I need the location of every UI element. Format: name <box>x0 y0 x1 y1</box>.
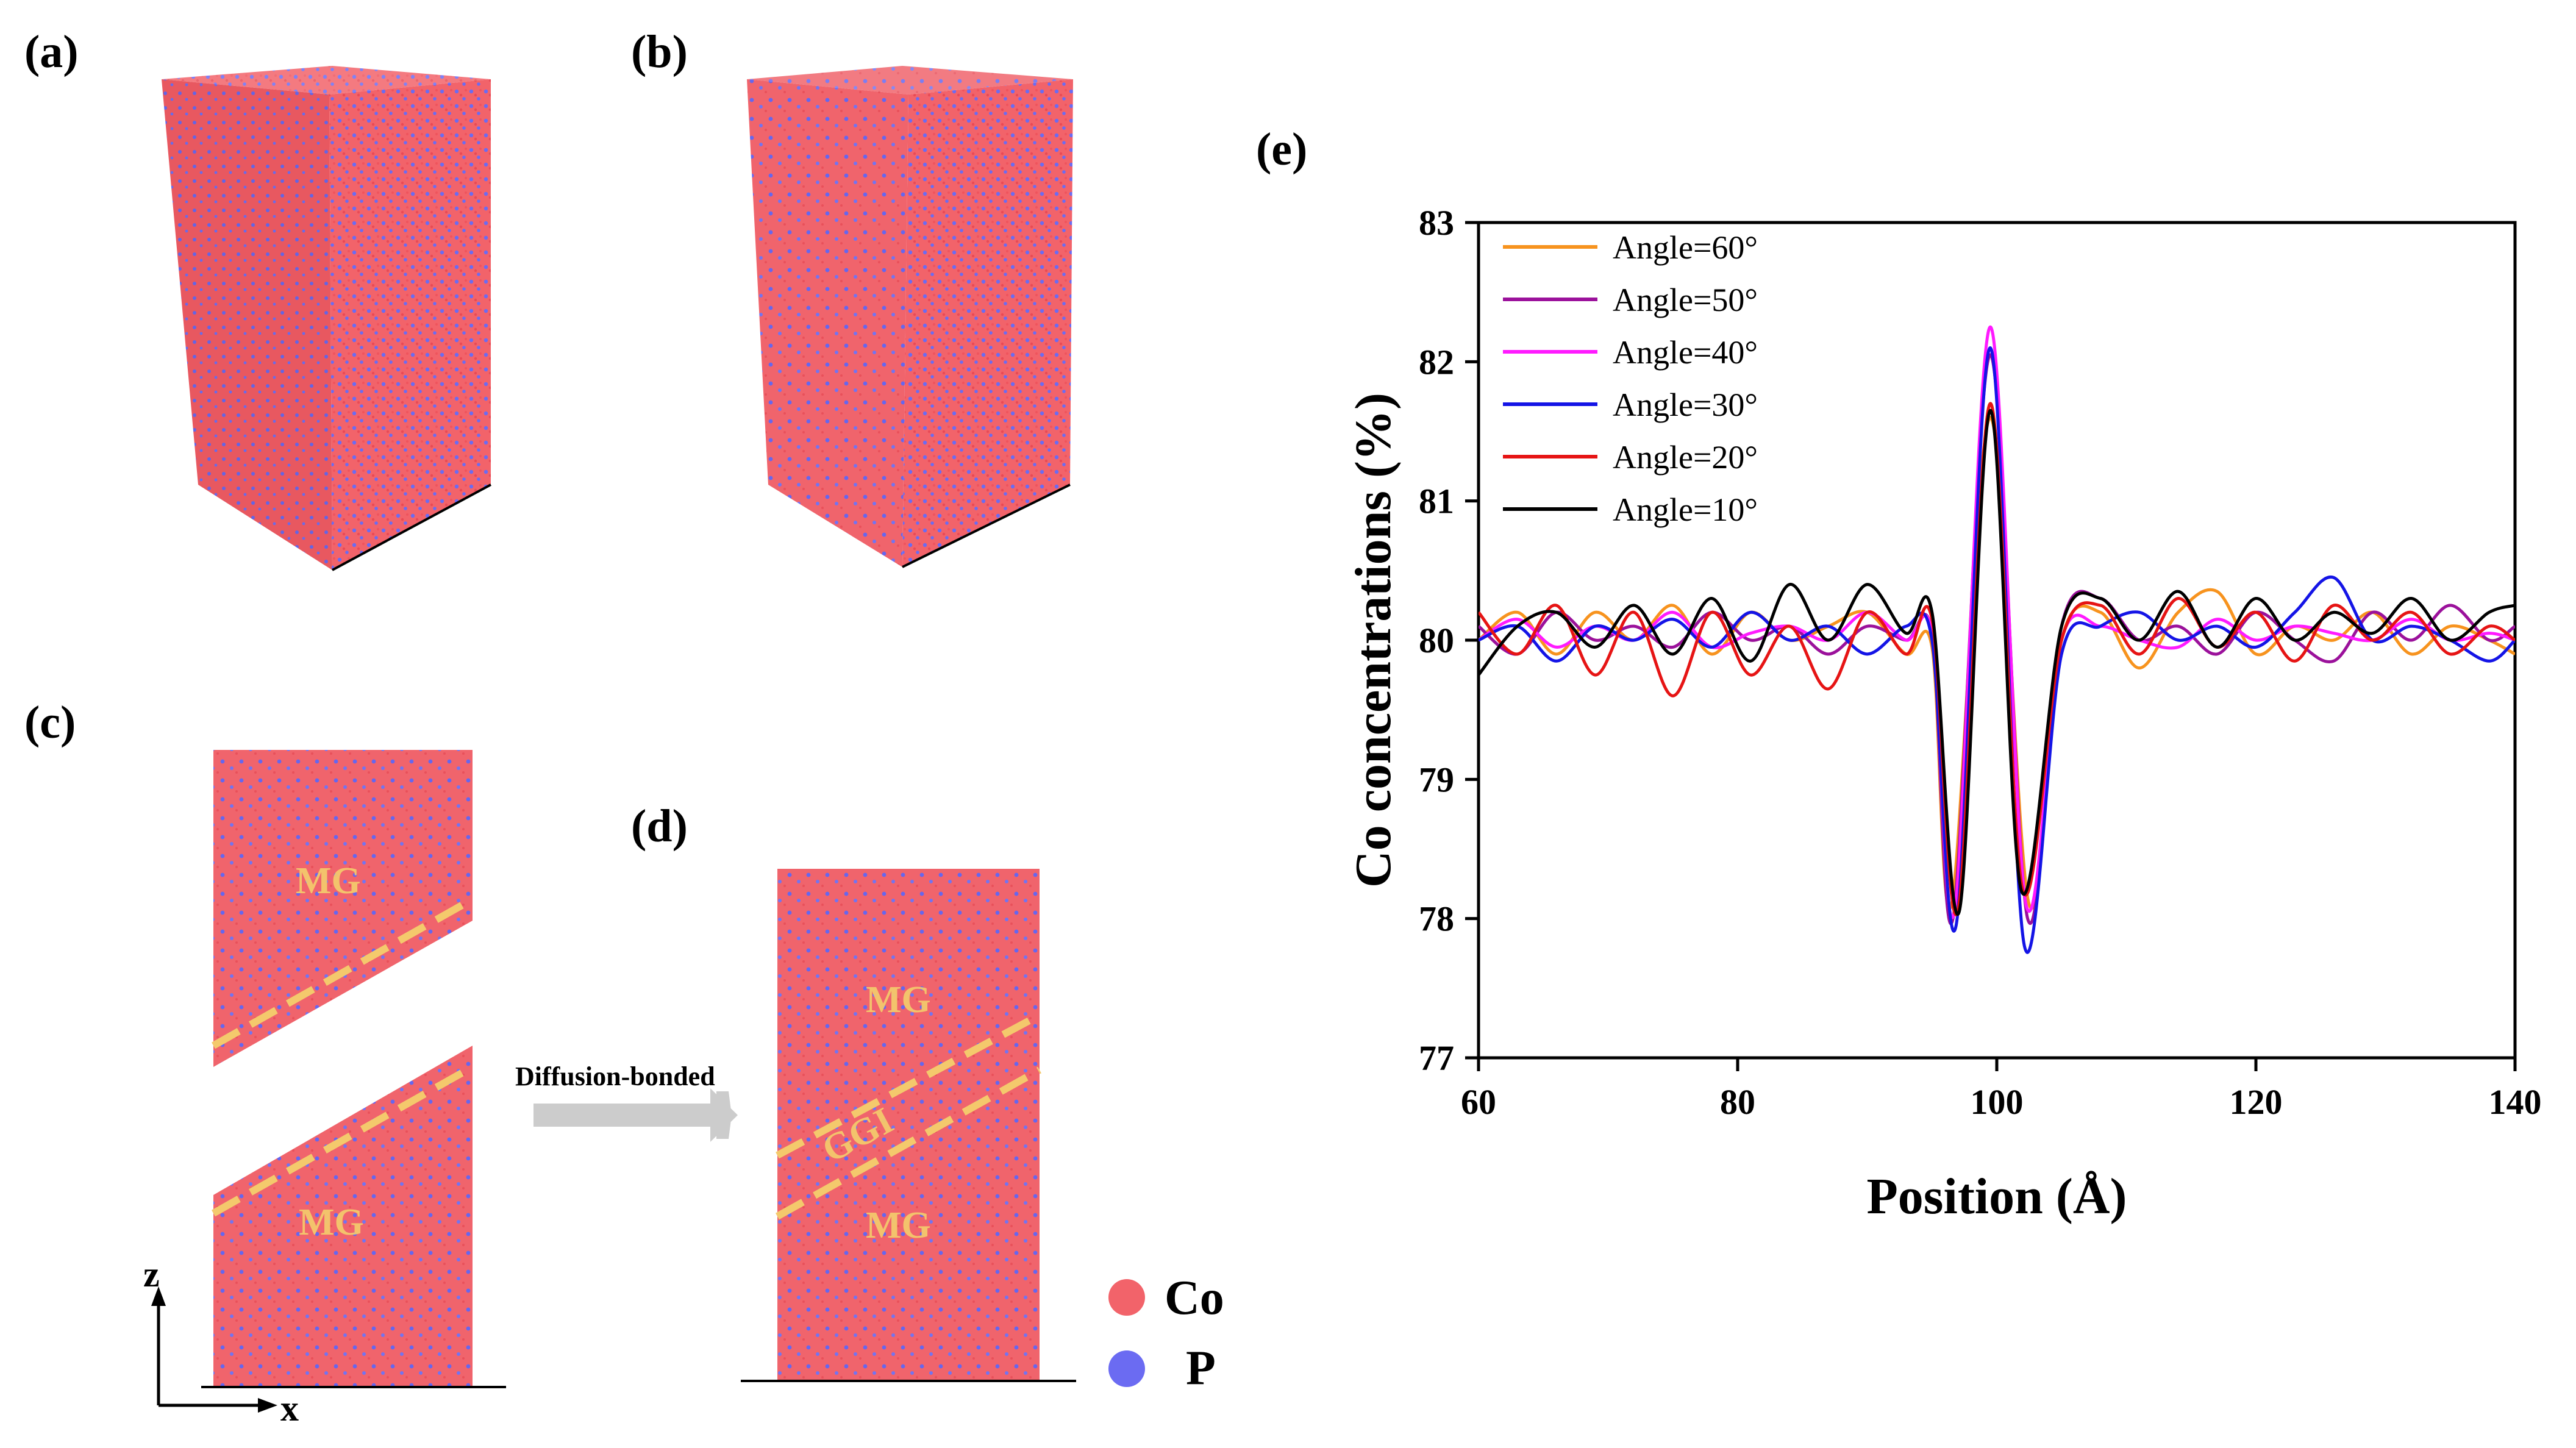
x-tick-label: 140 <box>2489 1082 2542 1122</box>
x-tick-label: 100 <box>1971 1082 2024 1122</box>
series-line-4 <box>1479 346 2515 954</box>
y-tick-label: 81 <box>1419 482 1454 521</box>
panel-a-atom-box <box>162 66 491 571</box>
legend-label-1: Angle=60° <box>1613 229 1758 266</box>
x-tick-label: 120 <box>2230 1082 2283 1122</box>
panel-label-a: (a) <box>24 26 79 77</box>
x-axis-label: Position (Å) <box>1867 1168 2127 1225</box>
y-tick-label: 79 <box>1419 760 1454 799</box>
series-line-6 <box>1479 408 2515 916</box>
panel-b-atom-box <box>747 66 1073 568</box>
atom-legend: Co P <box>1108 1271 1224 1395</box>
legend-label-3: Angle=40° <box>1613 334 1758 371</box>
y-tick-label: 78 <box>1419 899 1454 939</box>
axis-x-label: x <box>280 1388 299 1428</box>
y-tick-label: 83 <box>1419 203 1454 243</box>
legend-label-5: Angle=20° <box>1613 439 1758 476</box>
series-line-3 <box>1479 325 2515 919</box>
panel-label-d: (d) <box>631 801 688 852</box>
y-tick-label: 82 <box>1419 342 1454 382</box>
panel-c-top-region-label: MG <box>296 860 361 902</box>
panel-d-bottom-region-label: MG <box>866 1205 931 1246</box>
y-tick-label: 80 <box>1419 621 1454 660</box>
panel-d-top-region-label: MG <box>866 979 931 1021</box>
legend-label-6: Angle=10° <box>1613 491 1758 528</box>
arrow-label: Diffusion-bonded <box>515 1061 715 1091</box>
co-atom-icon <box>1108 1279 1145 1316</box>
axis-z-label: z <box>143 1254 160 1294</box>
legend-label-4: Angle=30° <box>1613 387 1758 423</box>
coordinate-axes: z x <box>143 1254 299 1428</box>
panel-d-bonded-block: MG GGI MG <box>776 869 1041 1381</box>
atom-legend-p-label: P <box>1186 1341 1216 1395</box>
diffusion-bonded-arrow: Diffusion-bonded <box>515 1061 738 1142</box>
panel-c-bottom-region-label: MG <box>299 1202 364 1243</box>
panel-label-b: (b) <box>631 26 688 77</box>
panel-c-bottom-block: MG <box>212 1046 474 1387</box>
x-tick-label: 60 <box>1461 1082 1496 1122</box>
panel-c-top-block: MG <box>212 750 474 1067</box>
atom-legend-co-label: Co <box>1165 1271 1224 1325</box>
panel-label-e: (e) <box>1256 124 1307 175</box>
y-axis-label: Co concentrations (%) <box>1345 393 1402 888</box>
y-tick-label: 77 <box>1419 1038 1454 1078</box>
concentration-chart: 60 80 100 120 140 77 78 79 80 81 82 83 Angle=60° Ang… <box>1345 203 2542 1225</box>
p-atom-icon <box>1108 1350 1145 1387</box>
panel-label-c: (c) <box>24 697 76 748</box>
x-tick-label: 80 <box>1720 1082 1755 1122</box>
legend-label-2: Angle=50° <box>1613 282 1758 318</box>
